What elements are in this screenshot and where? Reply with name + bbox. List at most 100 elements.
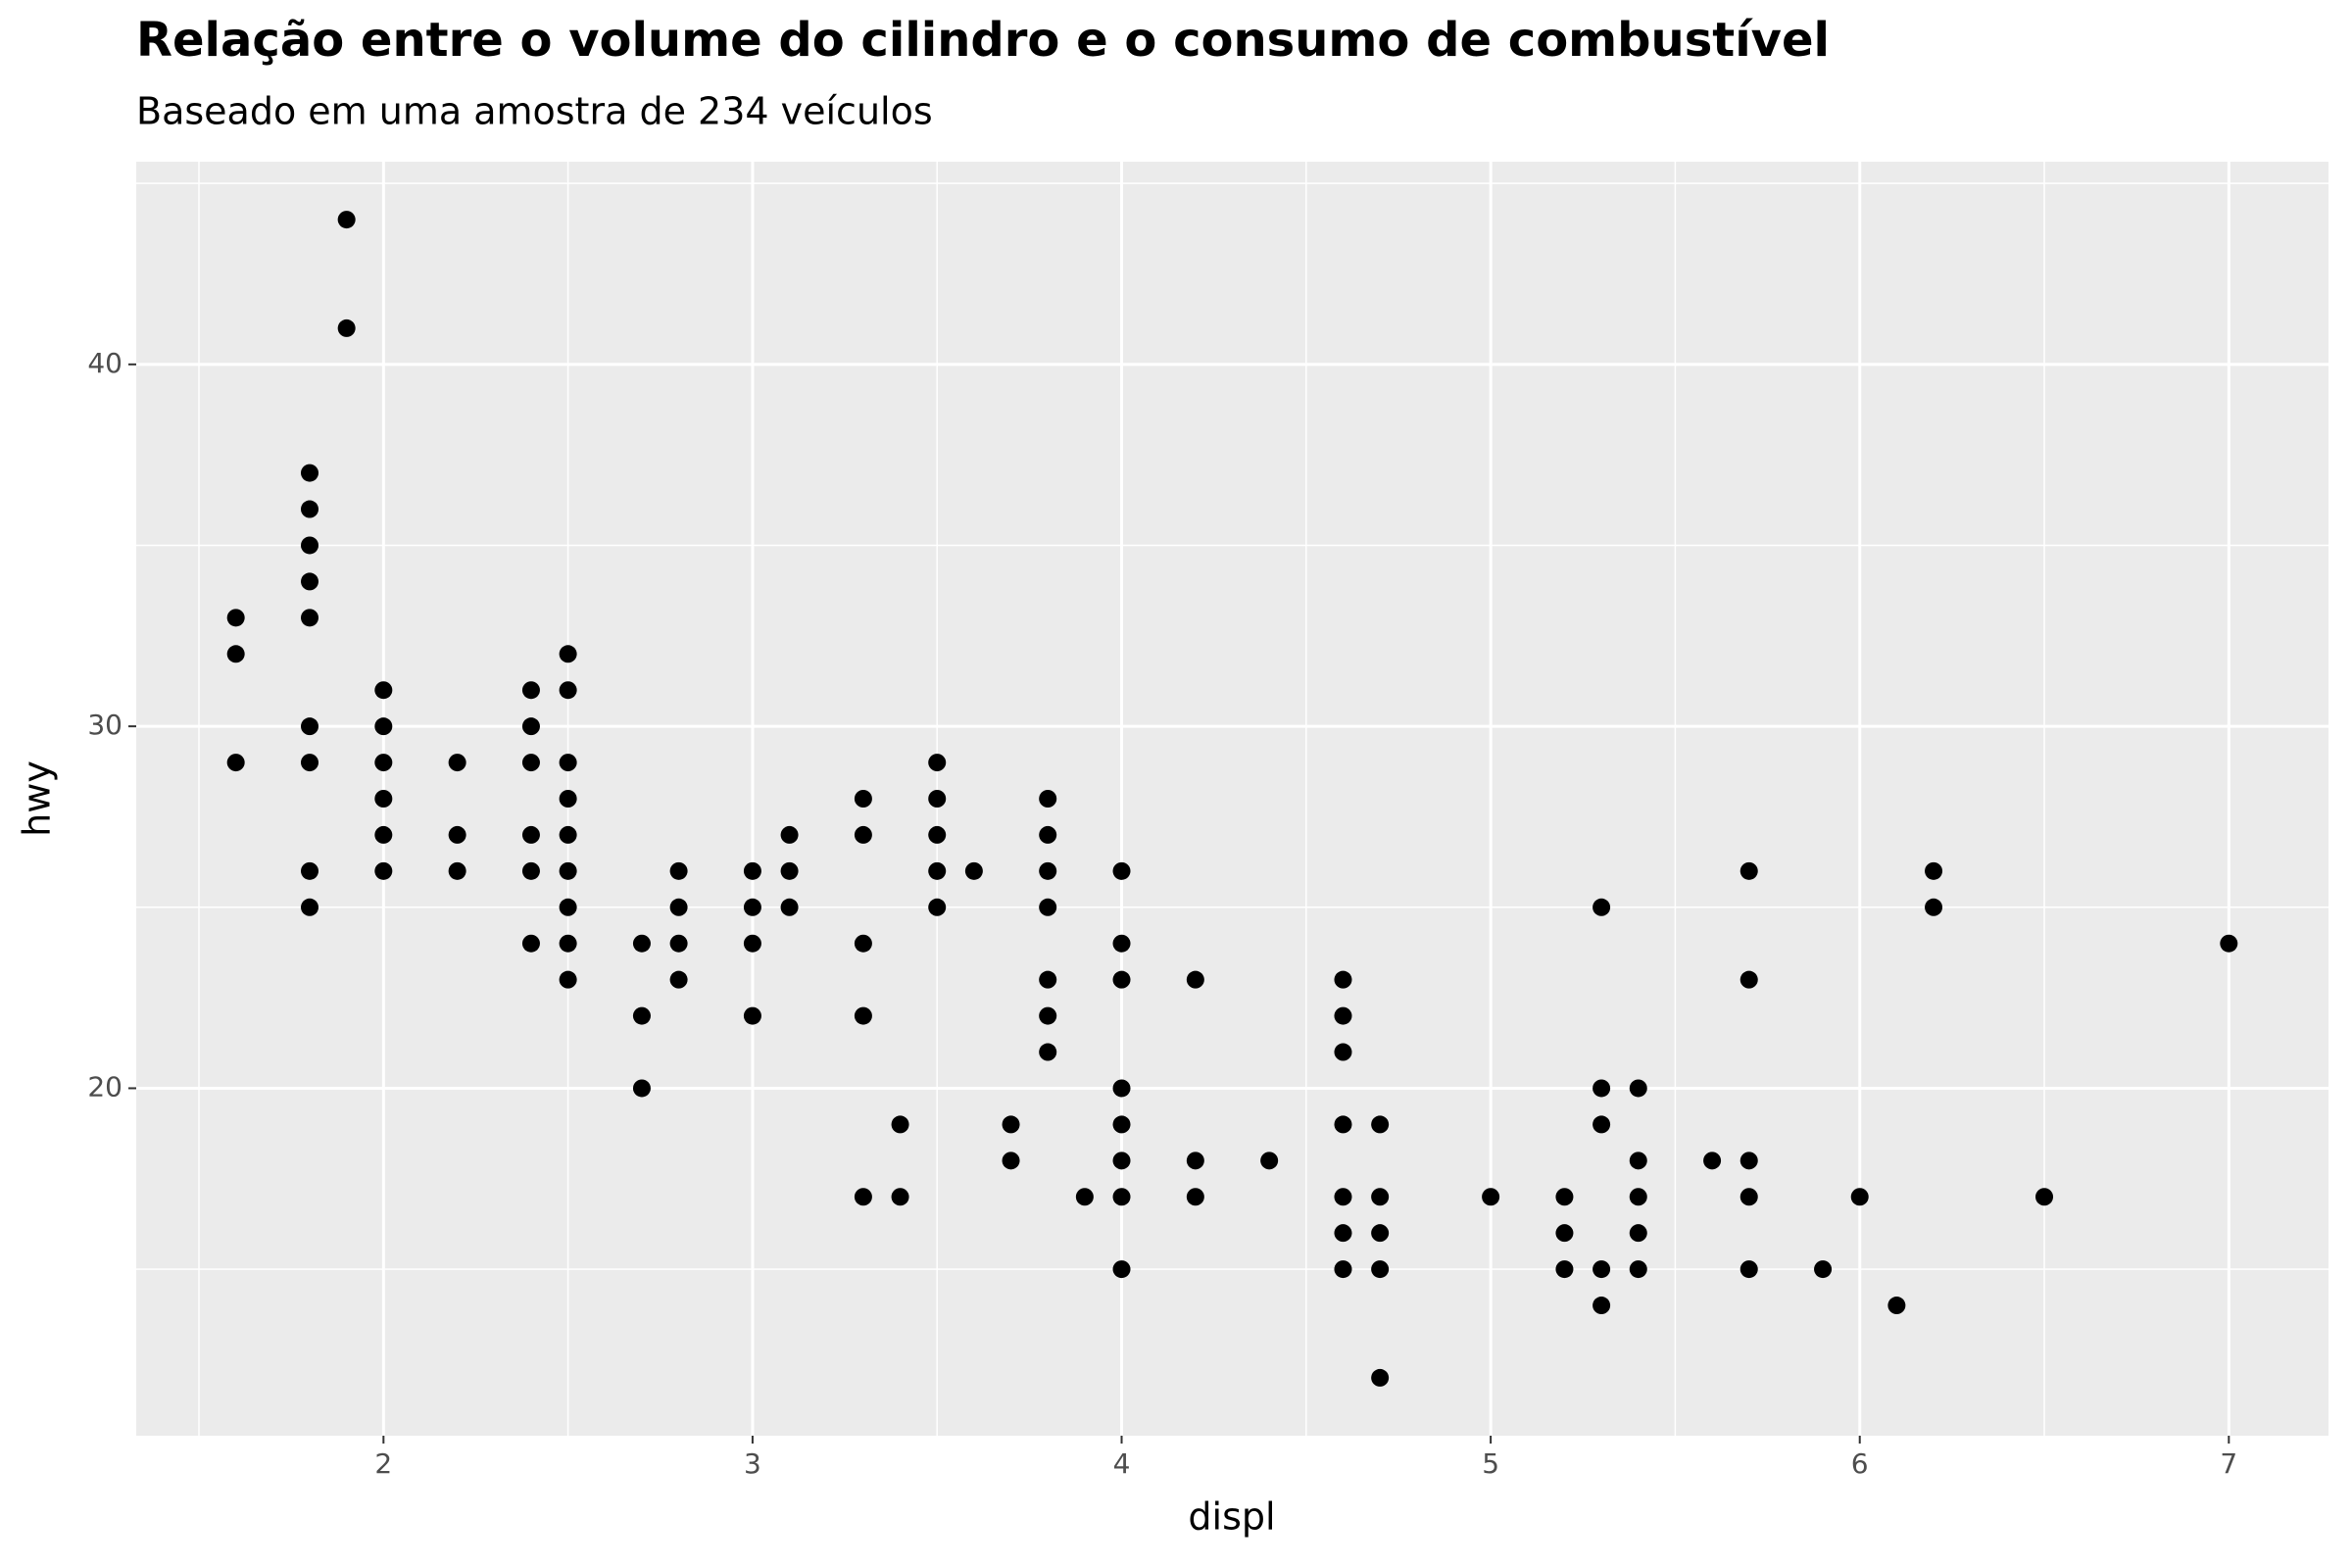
point <box>928 898 947 916</box>
point <box>1186 970 1204 989</box>
point <box>1482 1188 1500 1206</box>
point <box>1371 1188 1390 1206</box>
point <box>928 825 947 844</box>
point <box>1112 1115 1131 1134</box>
point <box>1039 1043 1057 1061</box>
x-tick-label: 3 <box>744 1447 761 1480</box>
point <box>669 898 688 916</box>
point <box>1112 1188 1131 1206</box>
point <box>559 754 577 772</box>
point <box>448 861 466 880</box>
point <box>1112 970 1131 989</box>
point <box>521 861 540 880</box>
point <box>1002 1152 1020 1170</box>
point <box>1260 1152 1279 1170</box>
point <box>301 717 319 736</box>
point <box>743 898 761 916</box>
point <box>1039 1006 1057 1025</box>
point <box>559 681 577 700</box>
point <box>1334 1115 1352 1134</box>
point <box>1555 1188 1574 1206</box>
point <box>448 825 466 844</box>
point <box>301 898 319 916</box>
point <box>780 898 799 916</box>
point <box>743 934 761 953</box>
point <box>632 1079 651 1098</box>
point <box>928 754 947 772</box>
point <box>1371 1115 1390 1134</box>
point <box>1334 1260 1352 1279</box>
point <box>1740 861 1758 880</box>
point <box>521 825 540 844</box>
point <box>928 861 947 880</box>
point <box>1555 1260 1574 1279</box>
point <box>301 500 319 518</box>
point <box>1925 898 1943 916</box>
point <box>1592 1297 1611 1315</box>
point <box>1112 1260 1131 1279</box>
point <box>1112 1152 1131 1170</box>
x-tick-label: 5 <box>1482 1447 1499 1480</box>
point <box>1039 970 1057 989</box>
y-tick-label: 20 <box>87 1070 122 1102</box>
point <box>669 934 688 953</box>
point <box>226 645 245 663</box>
point <box>521 681 540 700</box>
point <box>559 970 577 989</box>
point <box>1334 970 1352 989</box>
point <box>632 934 651 953</box>
point <box>780 825 799 844</box>
point <box>1371 1224 1390 1243</box>
x-tick-label: 4 <box>1113 1447 1131 1480</box>
point <box>1334 1188 1352 1206</box>
x-axis-title: displ <box>1188 1495 1275 1539</box>
point <box>559 790 577 808</box>
point <box>301 861 319 880</box>
point <box>559 861 577 880</box>
point <box>669 970 688 989</box>
point <box>448 754 466 772</box>
point <box>1887 1297 1906 1315</box>
point <box>301 754 319 772</box>
point <box>374 717 393 736</box>
point <box>854 825 872 844</box>
point <box>1039 861 1057 880</box>
point <box>374 825 393 844</box>
point <box>669 861 688 880</box>
point <box>1814 1260 1833 1279</box>
point <box>1925 861 1943 880</box>
point <box>301 609 319 627</box>
point <box>1039 898 1057 916</box>
point <box>1740 970 1758 989</box>
point <box>891 1188 909 1206</box>
point <box>854 934 872 953</box>
x-tick-label: 7 <box>2220 1447 2237 1480</box>
point <box>337 318 356 337</box>
point <box>1039 825 1057 844</box>
point <box>521 717 540 736</box>
point <box>743 1006 761 1025</box>
point <box>521 934 540 953</box>
point <box>1186 1188 1204 1206</box>
point <box>559 898 577 916</box>
point <box>1112 934 1131 953</box>
point <box>301 464 319 482</box>
point <box>374 754 393 772</box>
point <box>1112 861 1131 880</box>
x-tick-label: 2 <box>374 1447 392 1480</box>
point <box>1629 1152 1647 1170</box>
point <box>374 790 393 808</box>
point <box>1371 1260 1390 1279</box>
point <box>964 861 983 880</box>
y-tick-label: 40 <box>87 347 122 379</box>
point <box>1592 1260 1611 1279</box>
point <box>1334 1006 1352 1025</box>
point <box>2220 934 2238 953</box>
point <box>1850 1188 1869 1206</box>
point <box>928 790 947 808</box>
point <box>1740 1260 1758 1279</box>
point <box>2035 1188 2054 1206</box>
point <box>521 754 540 772</box>
point <box>780 861 799 880</box>
